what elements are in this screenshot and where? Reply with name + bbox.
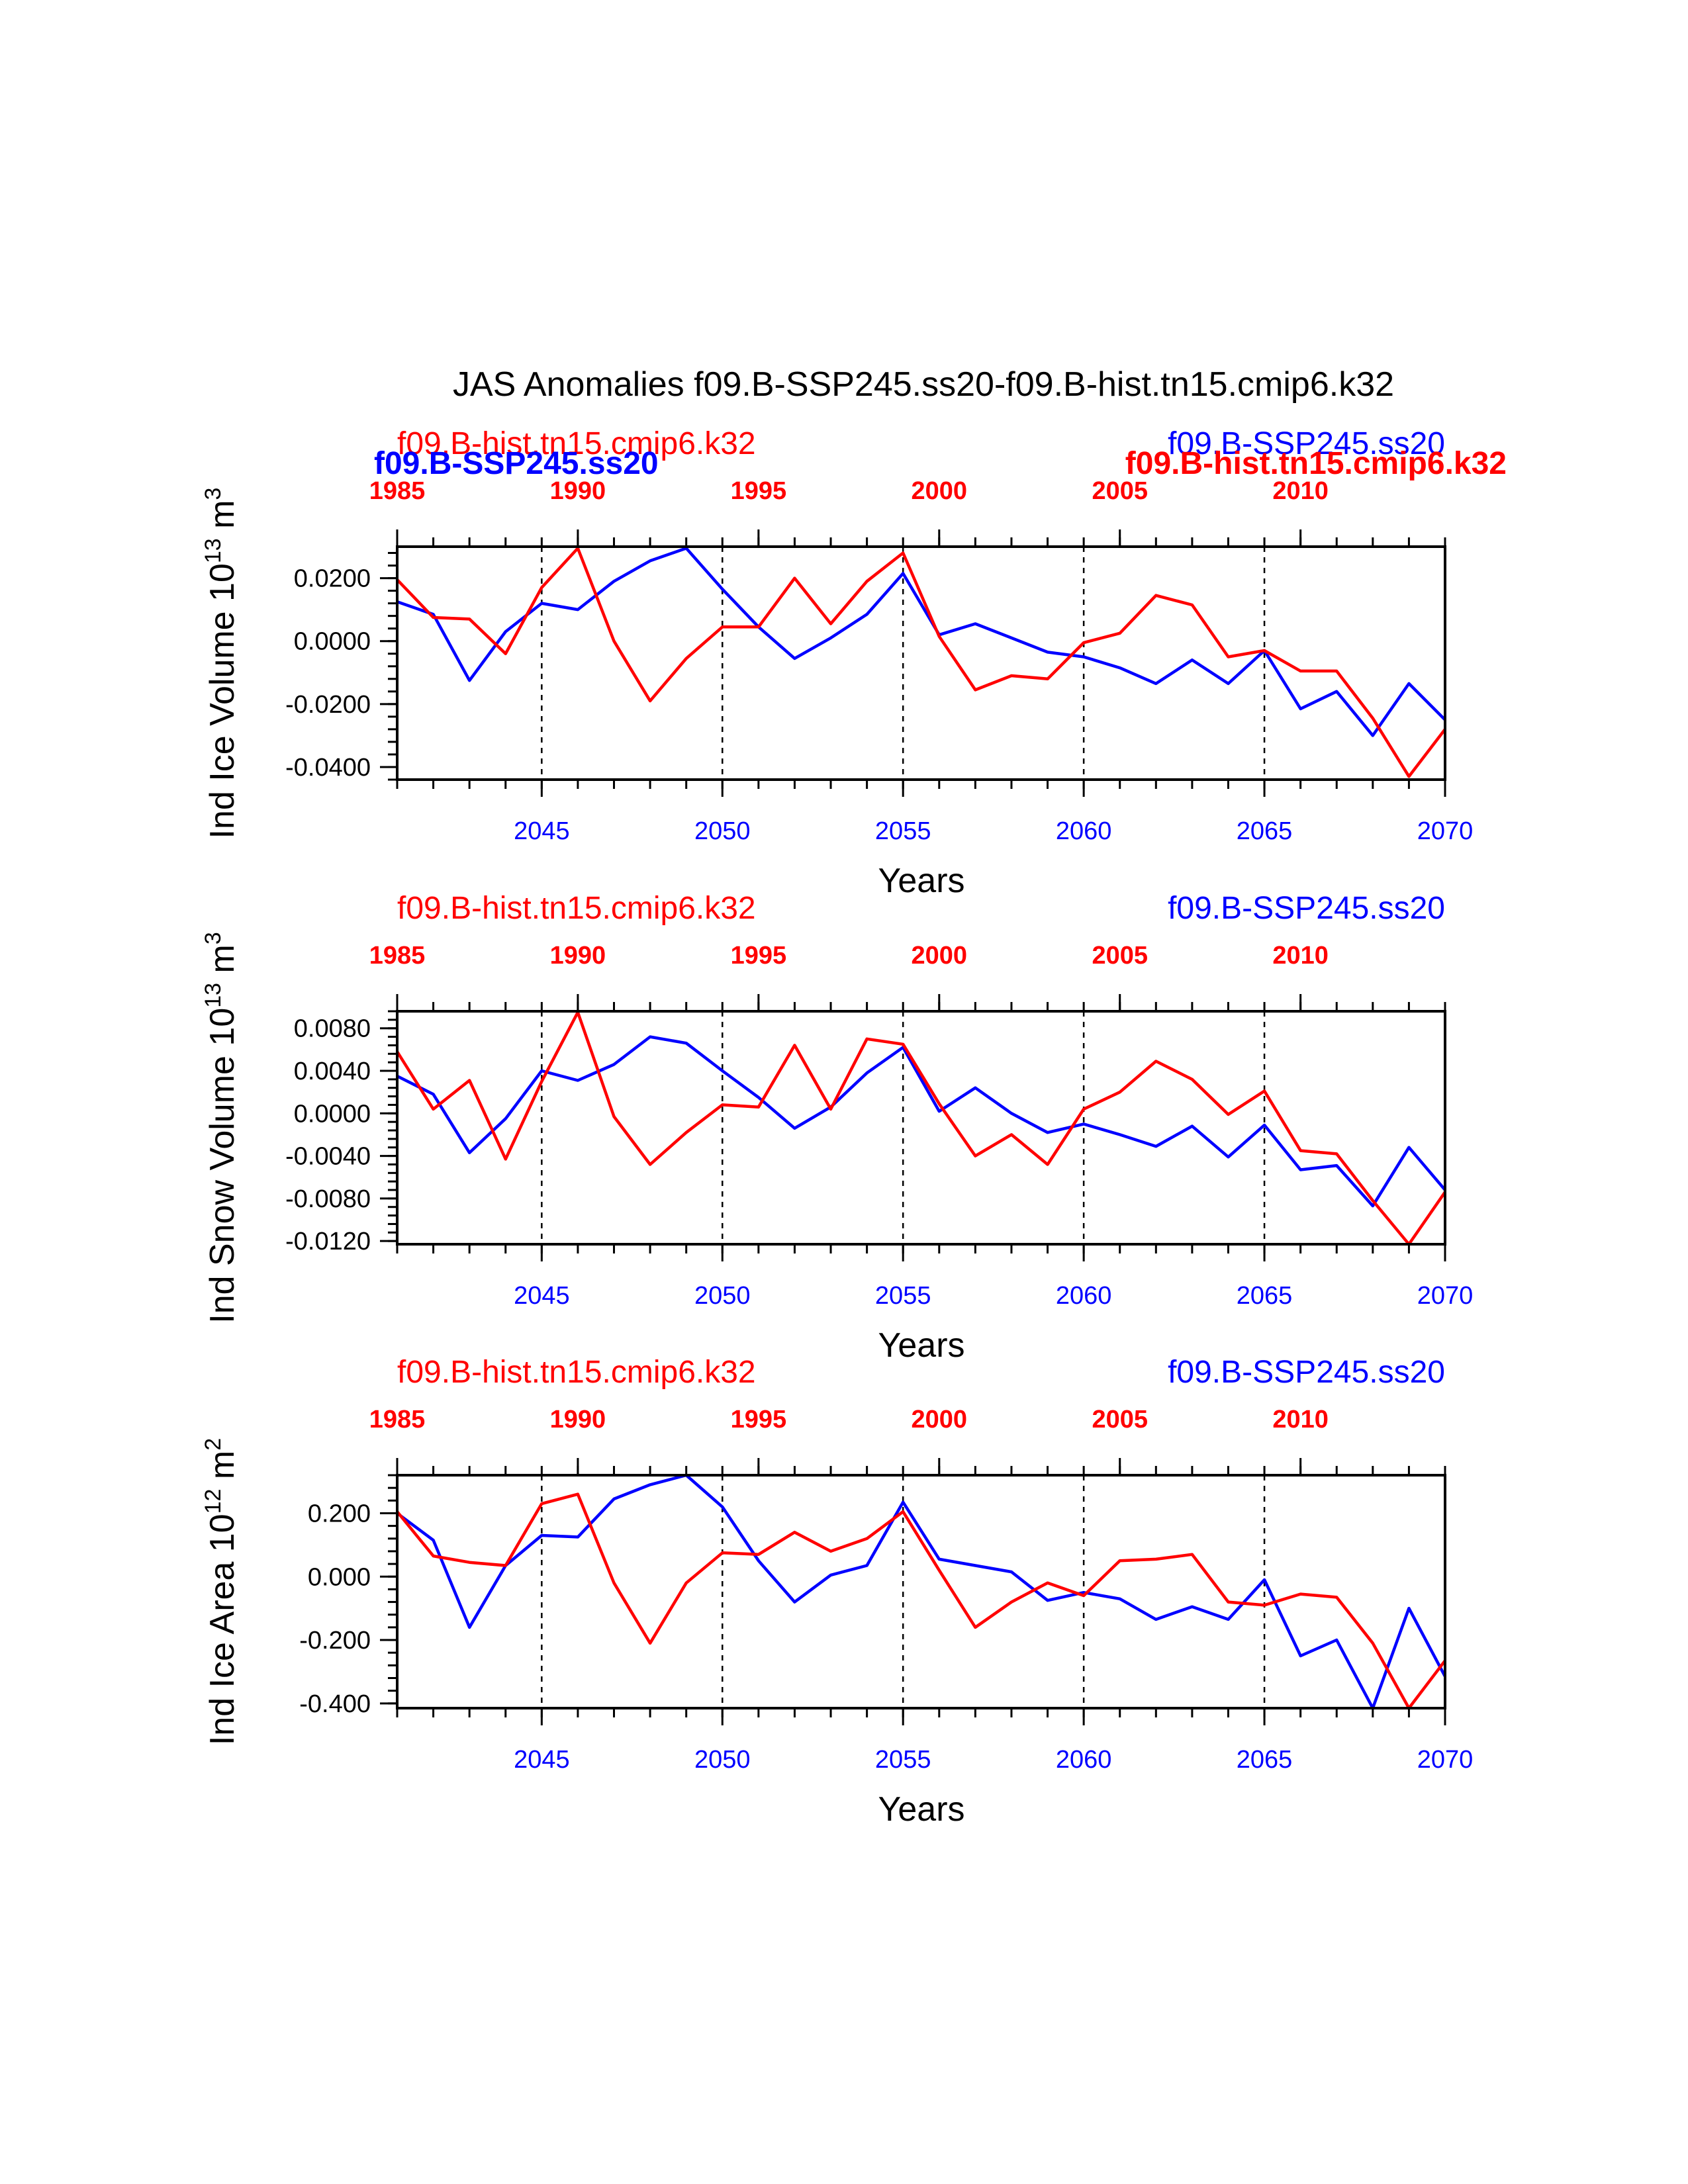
- x-top-tick-label: 1995: [731, 477, 787, 505]
- y-label-unit-exponent: 3: [201, 932, 226, 944]
- top-left-series-label: f09.B-hist.tn15.cmip6.k32: [397, 426, 756, 461]
- y-tick-label: 0.0000: [294, 628, 371, 656]
- x-tick-label: 2065: [1237, 1282, 1293, 1310]
- x-top-tick-label: 1985: [369, 942, 426, 970]
- x-top-tick-label: 2005: [1092, 1406, 1148, 1433]
- panel-3: 2045 2050 2055 2060 2065 2070 1985 1990 1995 2000…: [201, 1355, 1473, 1829]
- y-tick-label: -0.400: [299, 1690, 371, 1718]
- y-label-text: Ind Ice Volume 10: [203, 563, 242, 839]
- x-top-tick-label: 2000: [912, 477, 968, 505]
- x-tick-label: 2070: [1417, 1282, 1474, 1310]
- top-right-series-label: f09.B-SSP245.ss20: [1168, 891, 1445, 926]
- x-top-tick-label: 2000: [912, 1406, 968, 1433]
- x-tick-label: 2045: [514, 1746, 570, 1774]
- series-line-red: [396, 1492, 1446, 1710]
- y-label-exponent: 13: [201, 538, 226, 563]
- x-top-tick-label: 1990: [550, 477, 606, 505]
- y-tick-label: -0.0080: [285, 1185, 371, 1213]
- y-label-unit: m: [203, 1451, 242, 1489]
- y-axis-label: Ind Ice Area 1012 m2: [201, 1438, 242, 1745]
- y-tick-label: 0.0200: [294, 565, 371, 593]
- x-tick-label: 2050: [694, 1746, 751, 1774]
- y-tick-label: 0.200: [308, 1500, 371, 1527]
- x-tick-label: 2060: [1056, 817, 1112, 845]
- overlap-label-blue: f09.B-SSP245.ss20: [374, 446, 659, 481]
- plot-frame: [396, 1010, 1446, 1246]
- x-axis-label: Years: [878, 1790, 964, 1829]
- series-line-red: [396, 547, 1446, 778]
- x-top-tick-label: 2000: [912, 942, 968, 970]
- y-label-unit-exponent: 2: [201, 1438, 226, 1451]
- plot-frame: [396, 1474, 1446, 1709]
- x-axis-label: Years: [878, 1326, 964, 1365]
- panel-2: 2045 2050 2055 2060 2065 2070 1985 1990 1995 2000…: [201, 891, 1473, 1365]
- overlap-label-red: f09.B-hist.tn15.cmip6.k32: [1125, 446, 1507, 481]
- top-right-series-label: f09.B-SSP245.ss20: [1168, 426, 1445, 461]
- top-left-series-label: f09.B-hist.tn15.cmip6.k32: [397, 1355, 756, 1390]
- top-right-series-label: f09.B-SSP245.ss20: [1168, 1355, 1445, 1390]
- x-top-tick-label: 1990: [550, 1406, 606, 1433]
- x-tick-label: 2070: [1417, 817, 1474, 845]
- x-top-tick-label: 1995: [731, 1406, 787, 1433]
- x-tick-label: 2055: [875, 1746, 931, 1774]
- y-label-exponent: 12: [201, 1489, 226, 1514]
- panels: 2045 2050 2055 2060 2065 2070 1985 1990 1995 2000…: [201, 426, 1507, 1829]
- y-label-unit: m: [203, 500, 242, 539]
- x-tick-label: 2045: [514, 817, 570, 845]
- y-tick-label: 0.000: [308, 1563, 371, 1591]
- y-label-exponent: 13: [201, 983, 226, 1008]
- x-tick-label: 2065: [1237, 817, 1293, 845]
- x-tick-label: 2050: [694, 1282, 751, 1310]
- y-axis-label: Ind Ice Volume 1013 m3: [201, 488, 242, 839]
- panel-1: 2045 2050 2055 2060 2065 2070 1985 1990 1995 2000…: [201, 426, 1507, 900]
- x-top-tick-label: 1995: [731, 942, 787, 970]
- y-tick-label: -0.0400: [285, 754, 371, 782]
- y-label-text: Ind Ice Area 10: [203, 1514, 242, 1745]
- y-tick-label: 0.0040: [294, 1058, 371, 1085]
- x-tick-label: 2045: [514, 1282, 570, 1310]
- top-left-series-label: f09.B-hist.tn15.cmip6.k32: [397, 891, 756, 926]
- x-axis-label: Years: [878, 862, 964, 900]
- y-label-unit-exponent: 3: [201, 488, 226, 500]
- y-label-text: Ind Snow Volume 10: [203, 1008, 242, 1324]
- y-label-unit: m: [203, 944, 242, 983]
- y-tick-label: -0.0200: [285, 691, 371, 719]
- x-tick-label: 2060: [1056, 1746, 1112, 1774]
- y-tick-label: 0.0000: [294, 1100, 371, 1128]
- x-top-tick-label: 2010: [1272, 1406, 1329, 1433]
- x-top-tick-label: 2010: [1272, 477, 1329, 505]
- y-axis-label: Ind Snow Volume 1013 m3: [201, 932, 242, 1324]
- x-top-tick-label: 2005: [1092, 477, 1148, 505]
- y-tick-label: -0.0120: [285, 1228, 371, 1255]
- y-tick-label: -0.0040: [285, 1143, 371, 1171]
- y-tick-label: -0.200: [299, 1627, 371, 1655]
- x-top-tick-label: 1990: [550, 942, 606, 970]
- series-line-blue: [396, 1473, 1446, 1710]
- x-top-tick-label: 2010: [1272, 942, 1329, 970]
- x-tick-label: 2070: [1417, 1746, 1474, 1774]
- series-line-red: [396, 1011, 1446, 1246]
- x-top-tick-label: 2005: [1092, 942, 1148, 970]
- x-top-tick-label: 1985: [369, 477, 426, 505]
- x-tick-label: 2055: [875, 817, 931, 845]
- series-line-blue: [397, 547, 1446, 737]
- series-line-blue: [396, 1035, 1446, 1208]
- x-tick-label: 2050: [694, 817, 751, 845]
- x-tick-label: 2060: [1056, 1282, 1112, 1310]
- figure-title: JAS Anomalies f09.B-SSP245.ss20-f09.B-hi…: [453, 365, 1394, 404]
- x-tick-label: 2065: [1237, 1746, 1293, 1774]
- plot-frame: [396, 545, 1446, 781]
- x-tick-label: 2055: [875, 1282, 931, 1310]
- y-tick-label: 0.0080: [294, 1015, 371, 1043]
- x-top-tick-label: 1985: [369, 1406, 426, 1433]
